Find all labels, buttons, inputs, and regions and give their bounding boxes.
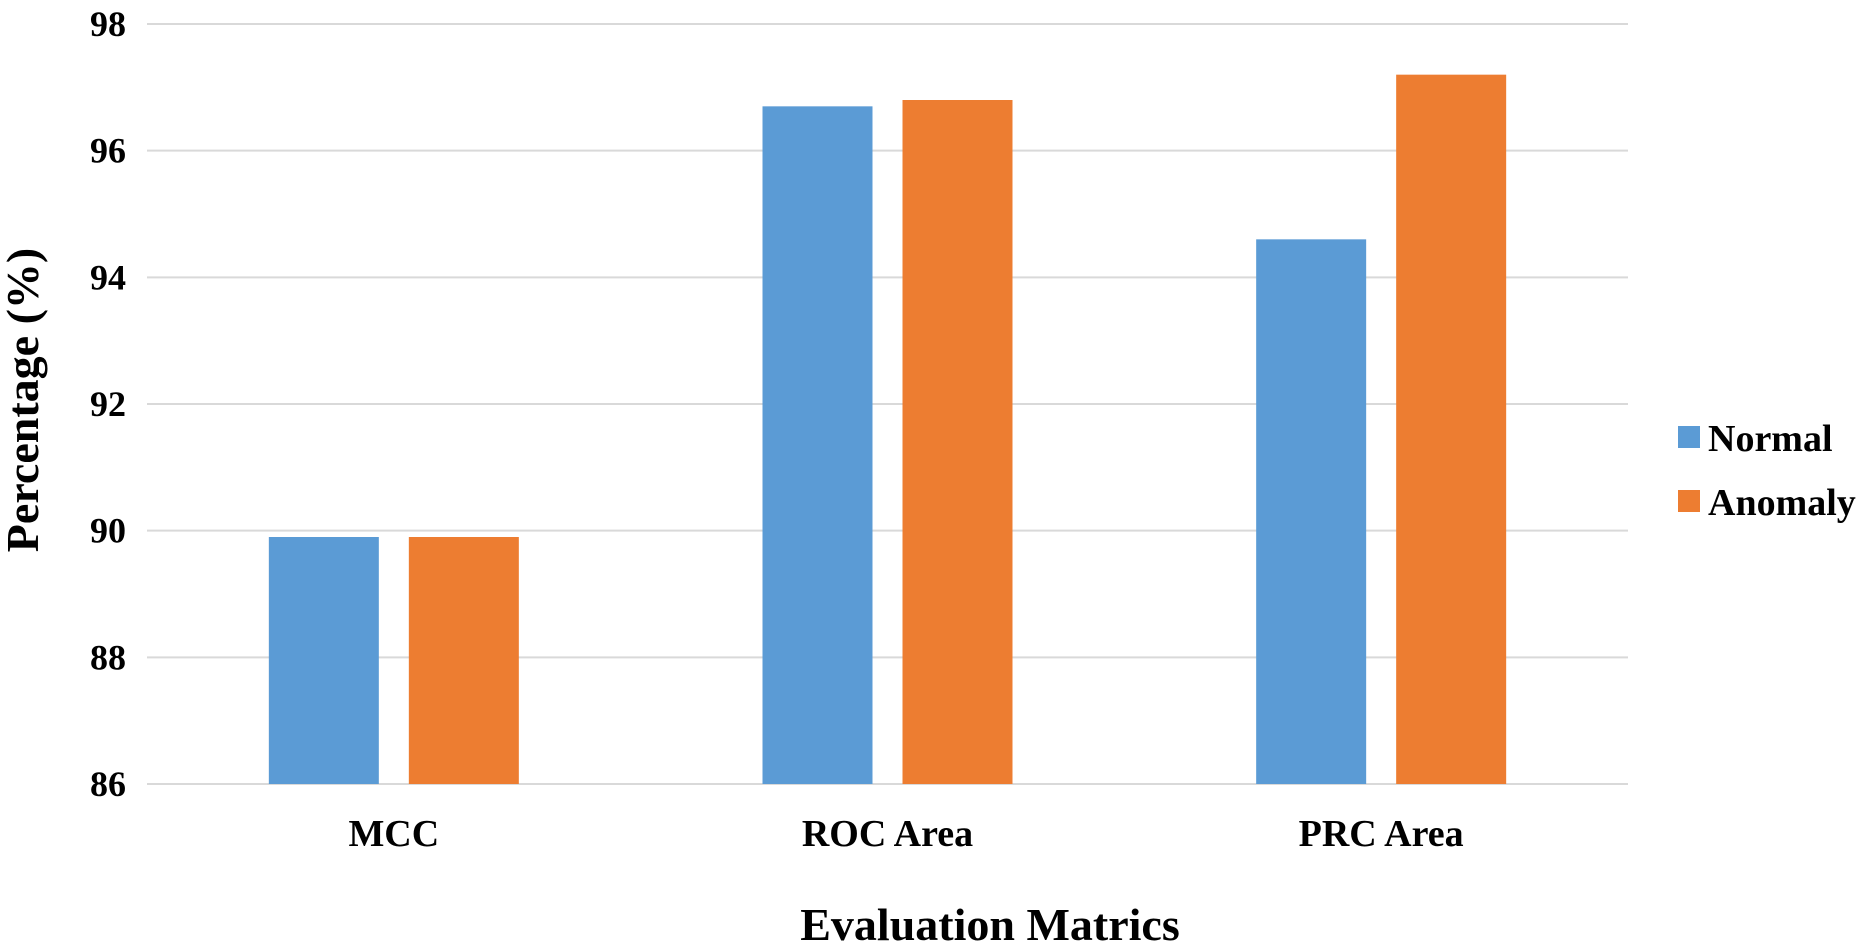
bar-normal-roc-area — [762, 106, 873, 785]
bars — [268, 74, 1507, 785]
legend: Normal Anomaly — [1678, 418, 1856, 524]
legend-swatch-anomaly — [1678, 490, 1700, 512]
x-axis-title: Evaluation Matrics — [800, 899, 1179, 950]
y-tick-label-90: 90 — [90, 511, 126, 551]
y-tick-label-86: 86 — [90, 764, 126, 804]
gridlines — [147, 23, 1628, 785]
bar-anomaly-roc-area — [902, 100, 1013, 784]
y-tick-label-98: 98 — [90, 4, 126, 44]
bar-anomaly-mcc — [408, 537, 519, 784]
y-tick-labels: 86 88 90 92 94 96 98 — [90, 4, 126, 804]
legend-label-anomaly: Anomaly — [1708, 482, 1856, 524]
legend-swatch-normal — [1678, 426, 1700, 448]
y-tick-label-96: 96 — [90, 131, 126, 171]
y-axis-title: Percentage (%) — [0, 248, 48, 552]
bar-normal-prc-area — [1256, 239, 1367, 785]
y-tick-label-94: 94 — [90, 257, 126, 297]
legend-label-normal: Normal — [1708, 418, 1833, 460]
x-category-labels: MCC ROC Area PRC Area — [348, 813, 1463, 855]
x-tick-label-roc-area: ROC Area — [802, 813, 973, 855]
y-tick-label-88: 88 — [90, 637, 126, 677]
bar-normal-mcc — [268, 537, 379, 784]
y-tick-label-92: 92 — [90, 384, 126, 424]
x-tick-label-mcc: MCC — [348, 813, 439, 855]
x-tick-label-prc-area: PRC Area — [1299, 813, 1464, 855]
bar-anomaly-prc-area — [1396, 74, 1507, 784]
